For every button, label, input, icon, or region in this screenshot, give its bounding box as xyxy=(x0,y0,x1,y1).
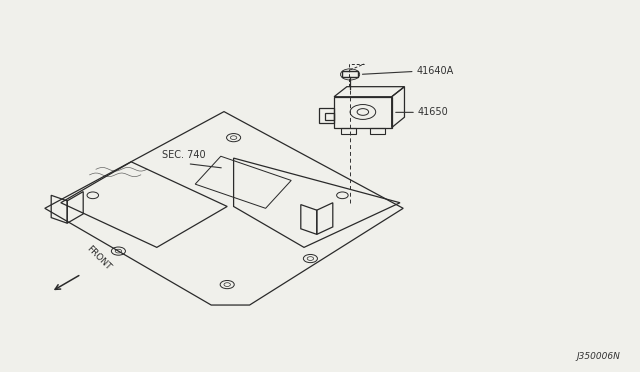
Text: SEC. 740: SEC. 740 xyxy=(162,150,205,160)
Text: 41650: 41650 xyxy=(418,107,449,116)
Text: J350006N: J350006N xyxy=(577,352,621,361)
Text: FRONT: FRONT xyxy=(84,244,113,272)
Text: 41640A: 41640A xyxy=(417,66,454,76)
